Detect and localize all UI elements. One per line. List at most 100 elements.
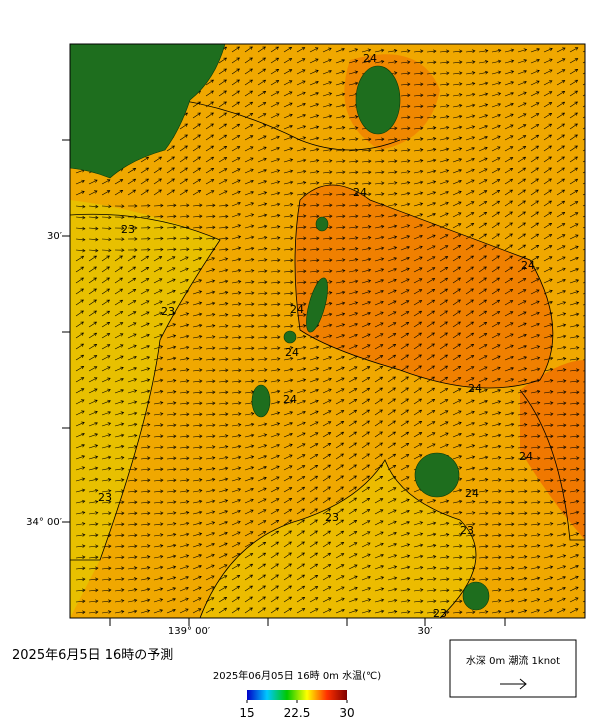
arrow [465, 533, 476, 537]
arrow [452, 455, 463, 460]
arrow [75, 179, 85, 185]
arrow [179, 500, 190, 504]
arrow [257, 520, 267, 526]
arrow [387, 300, 397, 306]
arrow [205, 488, 216, 493]
arrow [88, 288, 97, 295]
arrow [452, 310, 461, 317]
arrow [335, 564, 345, 570]
arrow [140, 267, 150, 273]
arrow [309, 486, 318, 493]
arrow [309, 563, 319, 570]
arrow [231, 520, 241, 526]
arrow [127, 168, 137, 174]
arrow [205, 112, 214, 119]
arrow [543, 200, 552, 207]
arrow [335, 103, 346, 108]
arrow [582, 72, 585, 75]
arrow [556, 456, 567, 461]
arrow [153, 322, 163, 328]
arrow [348, 170, 359, 175]
arrow [426, 212, 436, 218]
arrow [322, 597, 332, 603]
arrow [439, 71, 450, 76]
arrow [504, 244, 513, 251]
arrow [192, 456, 203, 460]
arrow [374, 376, 384, 383]
arrow [439, 125, 450, 130]
arrow [374, 542, 384, 548]
arrow [179, 290, 189, 295]
arrow [439, 432, 449, 438]
arrow [426, 234, 436, 240]
arrow [517, 445, 528, 449]
arrow [205, 499, 216, 504]
arrow [387, 60, 398, 64]
arrow [452, 533, 463, 537]
legend-box [449, 639, 577, 698]
legend-arrow [500, 678, 527, 690]
arrow [127, 445, 138, 449]
arrow [569, 112, 578, 119]
arrow [335, 214, 346, 219]
arrow [387, 267, 397, 273]
arrow [556, 212, 566, 218]
arrow [452, 136, 463, 141]
arrow [192, 256, 202, 262]
arrow [439, 555, 450, 559]
arrow [569, 434, 580, 439]
arrow [543, 576, 554, 581]
arrow [530, 289, 540, 295]
arrow [556, 200, 566, 207]
arrow [309, 69, 319, 75]
arrow [127, 522, 138, 527]
arrow [231, 135, 241, 141]
arrow [270, 346, 281, 350]
arrow [270, 422, 281, 427]
arrow [335, 355, 345, 361]
arrow [582, 215, 585, 218]
arrow [257, 247, 268, 251]
arrow [127, 489, 138, 494]
arrow [491, 92, 502, 97]
arrow [192, 101, 201, 108]
arrow [309, 432, 319, 438]
arrow [426, 343, 435, 350]
arrow [504, 135, 514, 141]
arrow [348, 508, 358, 515]
arrow [530, 345, 541, 350]
arrow [361, 366, 371, 372]
arrow [413, 213, 424, 218]
arrow [465, 421, 475, 427]
arrow [114, 288, 124, 295]
arrow [465, 147, 475, 152]
arrow [478, 103, 489, 108]
arrow [166, 225, 177, 230]
arrow [361, 542, 371, 548]
arrow [192, 412, 203, 417]
arrow [569, 401, 580, 406]
arrow [140, 411, 151, 416]
arrow [283, 378, 294, 383]
arrow [101, 478, 112, 482]
arrow [101, 500, 112, 504]
arrow [114, 266, 123, 273]
arrow [439, 180, 450, 185]
arrow [400, 224, 411, 229]
arrow [348, 377, 358, 383]
arrow [140, 236, 151, 241]
arrow [192, 301, 203, 306]
arrow [556, 489, 567, 493]
arrow [140, 467, 151, 472]
arrow [465, 114, 476, 119]
arrow [218, 575, 228, 581]
arrow [478, 299, 488, 306]
arrow [231, 302, 242, 306]
arrow [257, 191, 268, 196]
arrow [322, 136, 333, 141]
arrow [413, 191, 424, 196]
arrow [270, 530, 280, 537]
arrow [556, 80, 566, 86]
arrow [296, 410, 306, 416]
arrow [504, 478, 515, 483]
